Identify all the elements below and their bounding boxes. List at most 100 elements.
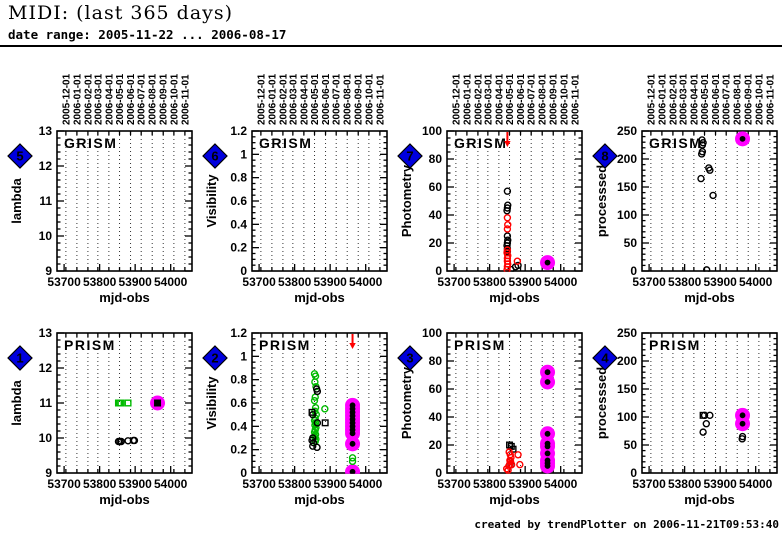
x-tick-label: 53700 (47, 477, 81, 491)
data-point (516, 460, 524, 469)
axis-ticks (252, 332, 387, 474)
x-tick-label: 53700 (632, 477, 666, 491)
date-label: 2006-07-01 (332, 73, 343, 125)
x-axis-label: mjd-obs (489, 492, 540, 507)
badge-number: 2 (211, 351, 218, 366)
index-badge-6: 6 (202, 143, 228, 169)
data-point (698, 141, 707, 149)
data-point (503, 265, 511, 272)
header-divider (0, 45, 782, 47)
data-point (311, 403, 320, 412)
date-label: 2006-07-01 (137, 73, 148, 125)
axis-ticks (57, 130, 192, 272)
date-axis-labels: 2005-12-01 2006-01-01 2006-02-012006-03-01… (256, 73, 386, 125)
mode-inset-label: PRISM (454, 337, 506, 353)
y-tick-label: 1.2 (230, 124, 247, 138)
x-tick-label: 53800 (473, 275, 507, 289)
data-series (699, 407, 751, 443)
y-axis-label: lambda (9, 379, 24, 425)
badge-number: 5 (16, 149, 23, 164)
y-axis-label: processsed (594, 367, 609, 439)
date-label: 2005-12-01 (451, 73, 462, 125)
x-tick-label: 54000 (739, 275, 773, 289)
data-series (503, 132, 556, 272)
plot-prism-processsed: 53700 53800 53900 54000 0 50 100 150 200 250 proce… (592, 326, 778, 507)
data-point (124, 399, 132, 407)
date-label: 2006-10-01 (169, 73, 180, 125)
data-point (117, 399, 125, 407)
x-tick-label: 53800 (278, 275, 312, 289)
month-gridlines (65, 131, 186, 271)
y-tick-label: 1.2 (230, 326, 247, 340)
y-tick-label: 80 (429, 152, 443, 166)
month-gridlines (260, 333, 381, 473)
y-tick-label: 0.8 (230, 171, 247, 185)
data-point (117, 437, 126, 446)
index-badge-1: 1 (7, 345, 33, 371)
y-tick-label: 0 (240, 264, 247, 278)
data-point (503, 187, 512, 195)
plot-grism-lambda: 53700 53800 53900 54000 9 10 11 12 13 lambda mjd-o… (7, 73, 193, 305)
data-point (697, 174, 705, 183)
plot-prism-visibility: 53700 53800 53900 54000 0 0.2 0.4 0.6 0.8 1 1.2 Vis… (202, 326, 388, 507)
y-tick-label: 1 (240, 147, 247, 161)
date-label: 2006-07-01 (722, 73, 733, 125)
data-series (308, 334, 361, 474)
date-label: 2006-06-01 (516, 73, 527, 125)
page-title: MIDI: (last 365 days) (8, 2, 234, 24)
badge-number: 4 (601, 351, 609, 366)
data-point (514, 451, 522, 459)
y-tick-label: 10 (39, 431, 53, 445)
diamond-badge-icon (202, 143, 228, 169)
x-tick-label: 53700 (437, 275, 471, 289)
credit-line: created by trendPlotter on 2006-11-21T09… (474, 518, 779, 531)
badge-number: 6 (211, 149, 218, 164)
y-tick-label: 0.6 (230, 194, 247, 208)
data-point (709, 191, 717, 200)
y-tick-label: 0 (435, 466, 442, 480)
y-tick-label: 0 (435, 264, 442, 278)
y-tick-label: 100 (617, 208, 637, 222)
plot-prism-photometry: 53700 53800 53900 54000 0 20 40 60 80 100 Photomet… (397, 326, 583, 507)
axis-ticks (252, 130, 387, 272)
y-tick-label: 10 (39, 229, 53, 243)
x-tick-label: 53900 (313, 477, 347, 491)
data-point (504, 466, 512, 474)
y-tick-label: 250 (617, 124, 637, 138)
highlight-dot (544, 259, 551, 266)
y-tick-label: 80 (429, 354, 443, 368)
date-label: 2006-08-01 (538, 73, 549, 125)
date-label: 2006-06-01 (711, 73, 722, 125)
diamond-badge-icon (592, 345, 618, 371)
highlight-dot (544, 463, 551, 469)
y-tick-label: 0.6 (230, 396, 247, 410)
date-label: 2006-11-01 (180, 74, 191, 125)
index-badge-7: 7 (397, 143, 423, 169)
y-tick-label: 0.4 (230, 217, 247, 231)
date-label: 2006-06-01 (321, 73, 332, 125)
diamond-badge-icon (397, 143, 423, 169)
axis-ticks (447, 130, 582, 272)
date-label: 2006-04-01 (104, 73, 115, 125)
mode-inset-label: GRISM (454, 135, 507, 151)
month-gridlines (455, 131, 576, 271)
data-point (313, 387, 322, 396)
y-tick-label: 13 (39, 124, 53, 138)
plot-frame (641, 332, 778, 474)
y-tick-label: 13 (39, 326, 53, 340)
month-gridlines (650, 333, 771, 473)
y-tick-label: 0.4 (230, 419, 247, 433)
y-tick-label: 60 (429, 180, 443, 194)
highlight-dot (739, 412, 746, 419)
data-point (502, 465, 511, 473)
axis-ticks (642, 130, 777, 272)
index-badge-5: 5 (7, 143, 33, 169)
data-point (313, 443, 321, 452)
date-label: 2006-02-01 (83, 73, 94, 125)
mode-inset-label: GRISM (649, 135, 702, 151)
month-gridlines (65, 333, 186, 473)
data-point (702, 266, 711, 272)
highlight-dot (544, 430, 551, 437)
data-point (738, 435, 746, 443)
